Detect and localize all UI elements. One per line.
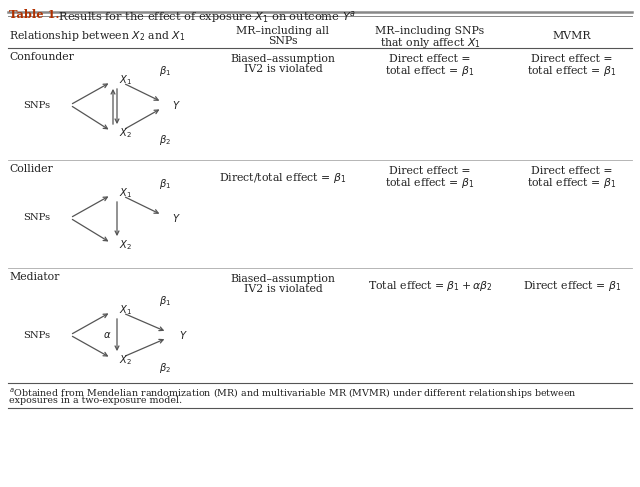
Text: MVMR: MVMR xyxy=(553,31,591,41)
Text: IV2 is violated: IV2 is violated xyxy=(244,284,323,294)
Text: Biased–assumption: Biased–assumption xyxy=(230,274,335,284)
Text: $\beta_2$: $\beta_2$ xyxy=(159,133,171,147)
Text: $X_1$: $X_1$ xyxy=(119,73,132,87)
Text: SNPs: SNPs xyxy=(23,331,50,339)
Text: Direct effect =: Direct effect = xyxy=(531,166,612,176)
Text: that only affect $X_1$: that only affect $X_1$ xyxy=(380,36,481,50)
Text: Confounder: Confounder xyxy=(9,52,74,62)
Text: $X_2$: $X_2$ xyxy=(119,126,132,140)
Text: Biased–assumption: Biased–assumption xyxy=(230,54,335,64)
Text: SNPs: SNPs xyxy=(23,213,50,223)
Text: MR–including SNPs: MR–including SNPs xyxy=(376,26,484,36)
Text: Direct effect =: Direct effect = xyxy=(531,54,612,64)
Text: total effect = $\beta_1$: total effect = $\beta_1$ xyxy=(527,176,616,190)
Text: IV2 is violated: IV2 is violated xyxy=(244,64,323,74)
Text: Results for the effect of exposure $X_1$ on outcome $Y^a$: Results for the effect of exposure $X_1$… xyxy=(55,9,356,25)
Text: $X_1$: $X_1$ xyxy=(119,186,132,200)
Text: $\beta_2$: $\beta_2$ xyxy=(159,361,171,375)
Text: Collider: Collider xyxy=(9,164,52,174)
Text: total effect = $\beta_1$: total effect = $\beta_1$ xyxy=(385,176,475,190)
Text: Mediator: Mediator xyxy=(9,272,60,282)
Text: Table 1.: Table 1. xyxy=(9,9,60,20)
Text: Direct effect = $\beta_1$: Direct effect = $\beta_1$ xyxy=(523,279,621,293)
Text: $\beta_1$: $\beta_1$ xyxy=(159,64,171,78)
Text: SNPs: SNPs xyxy=(268,36,298,46)
Text: exposures in a two-exposure model.: exposures in a two-exposure model. xyxy=(9,396,182,405)
Text: $Y$: $Y$ xyxy=(172,99,180,111)
Text: $X_2$: $X_2$ xyxy=(119,353,132,367)
Text: Direct/total effect = $\beta_1$: Direct/total effect = $\beta_1$ xyxy=(220,171,346,185)
Text: Direct effect =: Direct effect = xyxy=(389,166,471,176)
Text: $Y$: $Y$ xyxy=(172,212,180,224)
Text: SNPs: SNPs xyxy=(23,100,50,110)
Text: $\beta_1$: $\beta_1$ xyxy=(159,294,171,308)
Text: $\beta_1$: $\beta_1$ xyxy=(159,177,171,191)
Text: total effect = $\beta_1$: total effect = $\beta_1$ xyxy=(527,64,616,78)
Text: $Y$: $Y$ xyxy=(179,329,188,341)
Text: total effect = $\beta_1$: total effect = $\beta_1$ xyxy=(385,64,475,78)
Text: $\alpha$: $\alpha$ xyxy=(103,330,111,340)
Text: Relationship between $X_2$ and $X_1$: Relationship between $X_2$ and $X_1$ xyxy=(9,29,186,43)
Text: Direct effect =: Direct effect = xyxy=(389,54,471,64)
Text: $X_2$: $X_2$ xyxy=(119,238,132,252)
Text: $X_1$: $X_1$ xyxy=(119,303,132,317)
Text: MR–including all: MR–including all xyxy=(237,26,330,36)
Text: Total effect = $\beta_1 + \alpha\beta_2$: Total effect = $\beta_1 + \alpha\beta_2$ xyxy=(368,279,492,293)
Text: $^a$Obtained from Mendelian randomization (MR) and multivariable MR (MVMR) under: $^a$Obtained from Mendelian randomizatio… xyxy=(9,386,577,400)
